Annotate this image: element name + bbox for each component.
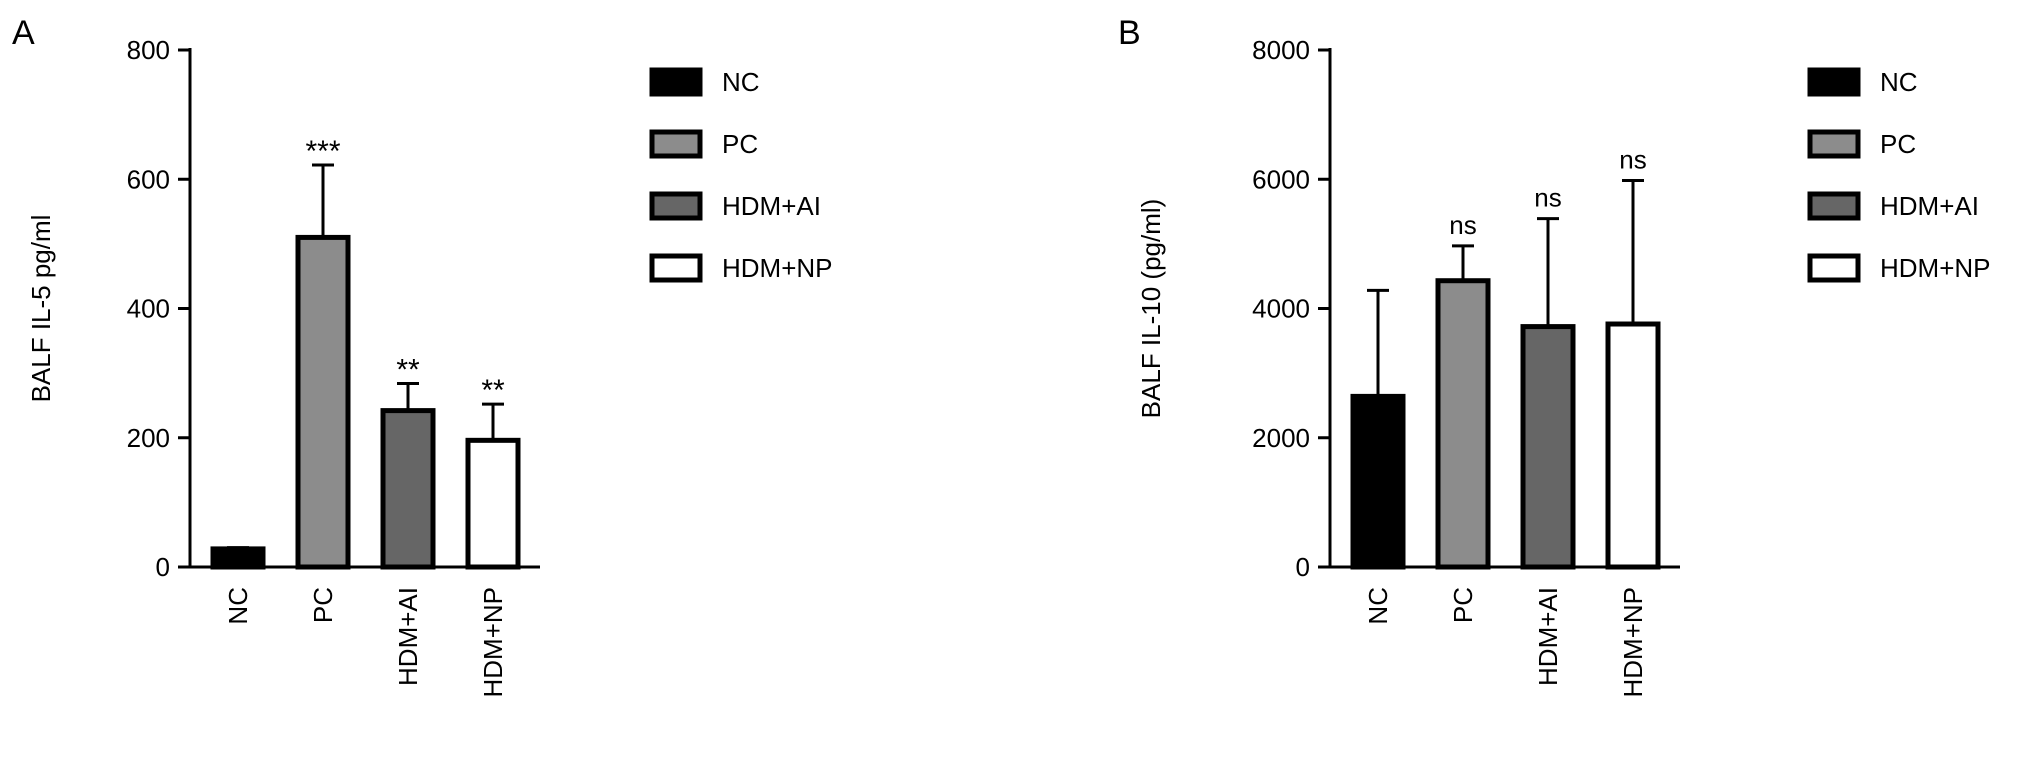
y-tick-label: 800 [127, 35, 170, 65]
legend-swatch [649, 129, 703, 159]
legend-label: PC [1880, 129, 1916, 159]
panel-label: B [1118, 14, 1141, 52]
y-tick-label: 8000 [1252, 35, 1310, 65]
significance-label: ** [481, 374, 505, 407]
x-tick-label: HDM+NP [478, 587, 508, 698]
significance-label: ns [1534, 183, 1561, 213]
bar [1605, 321, 1661, 570]
y-tick-label: 0 [156, 552, 170, 582]
legend-label: NC [722, 67, 760, 97]
bar [1520, 324, 1576, 570]
legend-label: HDM+AI [1880, 191, 1979, 221]
x-tick-label: HDM+NP [1618, 587, 1648, 698]
bar [465, 437, 521, 570]
x-tick-label: HDM+AI [393, 587, 423, 686]
significance-label: ns [1449, 210, 1476, 240]
x-tick-label: HDM+AI [1533, 587, 1563, 686]
bar [295, 234, 351, 570]
legend-swatch [649, 67, 703, 97]
legend-swatch [1807, 67, 1861, 97]
x-tick-label: PC [1448, 587, 1478, 623]
legend-swatch [649, 191, 703, 221]
legend-swatch [649, 253, 703, 283]
panel-b: B 0 2000 4000 6000 8000 BALF IL-10 (pg/ml) NC ns… [1118, 14, 1991, 698]
panel-a: A 0 200 400 600 800 BALF IL-5 pg/ml NC *** PC ** HD… [12, 14, 833, 698]
x-tick-label: PC [308, 587, 338, 623]
y-tick-label: 0 [1296, 552, 1310, 582]
legend-label: NC [1880, 67, 1918, 97]
legend-swatch [1807, 253, 1861, 283]
bar [210, 546, 266, 570]
y-tick-label: 200 [127, 423, 170, 453]
y-axis-label: BALF IL-10 (pg/ml) [1136, 199, 1166, 419]
x-tick-label: NC [223, 587, 253, 625]
y-tick-label: 6000 [1252, 164, 1310, 194]
bar [380, 408, 436, 570]
legend-swatch [1807, 191, 1861, 221]
legend-label: HDM+AI [722, 191, 821, 221]
bar [1435, 278, 1491, 570]
legend-label: HDM+NP [722, 253, 833, 283]
legend-swatch [1807, 129, 1861, 159]
bar [1350, 393, 1406, 570]
legend-label: HDM+NP [1880, 253, 1991, 283]
panel-label: A [12, 14, 35, 52]
y-axis-label: BALF IL-5 pg/ml [26, 215, 56, 403]
y-tick-label: 400 [127, 294, 170, 324]
significance-label: *** [305, 135, 340, 168]
y-tick-label: 4000 [1252, 294, 1310, 324]
significance-label: ** [396, 353, 420, 386]
significance-label: ns [1619, 145, 1646, 175]
x-tick-label: NC [1363, 587, 1393, 625]
y-tick-label: 600 [127, 164, 170, 194]
legend-label: PC [722, 129, 758, 159]
y-tick-label: 2000 [1252, 423, 1310, 453]
